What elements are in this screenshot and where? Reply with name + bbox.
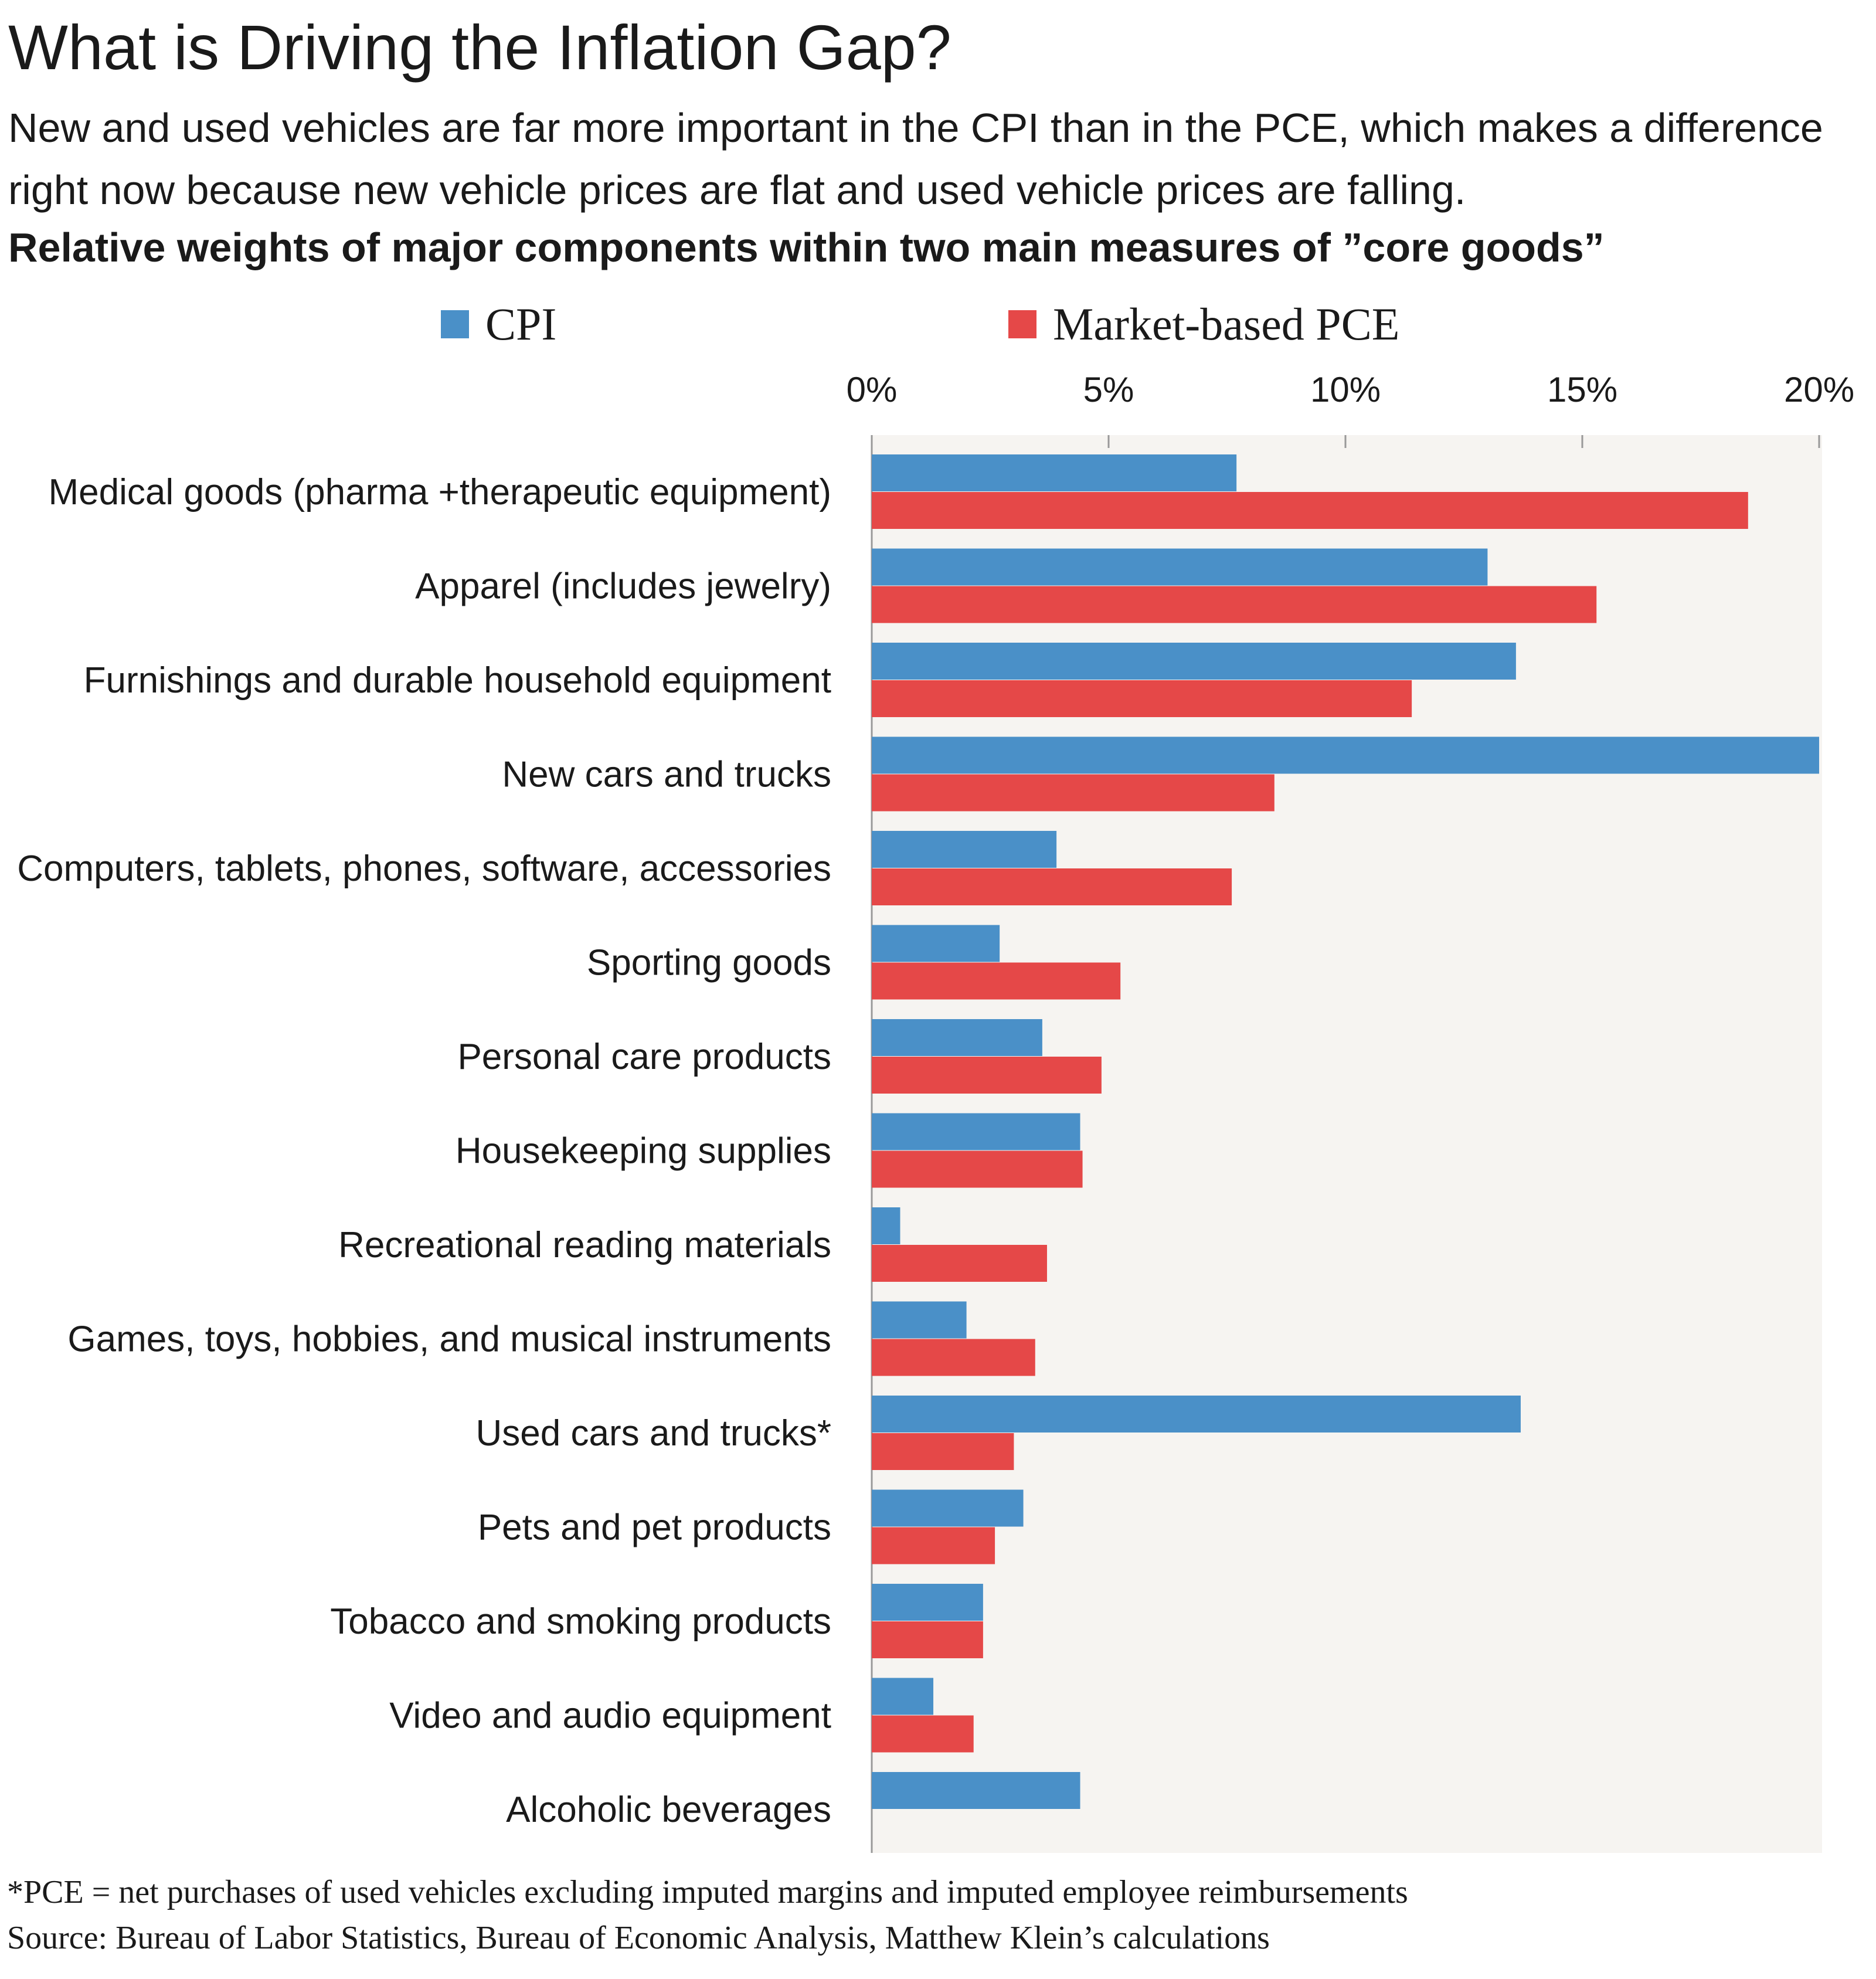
legend-label-cpi: CPI — [485, 298, 557, 349]
legend-swatch-cpi — [441, 310, 469, 338]
bar-pce — [872, 1621, 983, 1658]
bar-pce — [872, 868, 1232, 905]
category-label: New cars and trucks — [502, 755, 831, 795]
bar-pce — [872, 1245, 1047, 1282]
bar-pce — [872, 1150, 1083, 1188]
footnote-definition: *PCE = net purchases of used vehicles ex… — [7, 1874, 1408, 1910]
bar-cpi — [872, 831, 1057, 868]
legend-item-pce: Market-based PCE — [1008, 298, 1399, 351]
category-label: Video and audio equipment — [389, 1696, 831, 1736]
category-label: Sporting goods — [587, 943, 831, 983]
category-label: Medical goods (pharma +therapeutic equip… — [49, 472, 831, 512]
bar-cpi — [872, 1584, 983, 1621]
category-label: Used cars and trucks* — [476, 1413, 831, 1454]
chart-subtitle: New and used vehicles are far more impor… — [8, 105, 1823, 213]
category-label: Personal care products — [457, 1037, 831, 1077]
category-label: Computers, tablets, phones, software, ac… — [17, 848, 831, 889]
x-tick-label: 15% — [1547, 370, 1617, 409]
bar-pce — [872, 774, 1275, 812]
bar-cpi — [872, 548, 1488, 586]
x-tick-label: 5% — [1083, 370, 1134, 409]
chart-title: What is Driving the Inflation Gap? — [8, 12, 951, 83]
bar-pce — [872, 1715, 974, 1753]
footnote: *PCE = net purchases of used vehicles ex… — [7, 1869, 1408, 1961]
bar-cpi — [872, 1396, 1521, 1433]
bar-pce — [872, 1433, 1014, 1470]
category-label: Furnishings and durable household equipm… — [84, 660, 831, 701]
bar-cpi — [872, 1207, 900, 1244]
bar-pce — [872, 1339, 1035, 1376]
bar-cpi — [872, 1019, 1042, 1056]
bar-pce — [872, 680, 1412, 717]
category-label: Pets and pet products — [478, 1508, 831, 1548]
chart-heading: Relative weights of major components wit… — [8, 225, 1605, 270]
bar-cpi — [872, 1113, 1080, 1150]
category-label: Apparel (includes jewelry) — [415, 566, 831, 607]
bar-cpi — [872, 1772, 1080, 1809]
bar-pce — [872, 962, 1121, 1000]
legend-label-pce: Market-based PCE — [1053, 298, 1400, 349]
category-label: Recreational reading materials — [338, 1225, 831, 1265]
bar-pce — [872, 1527, 995, 1564]
category-label: Tobacco and smoking products — [330, 1601, 831, 1642]
category-labels: Medical goods (pharma +therapeutic equip… — [17, 472, 831, 1830]
bar-cpi — [872, 925, 1000, 962]
category-label: Alcoholic beverages — [506, 1790, 831, 1830]
x-tick-label: 20% — [1784, 370, 1854, 409]
bar-cpi — [872, 736, 1819, 774]
bar-cpi — [872, 1301, 967, 1339]
bar-pce — [872, 586, 1597, 623]
legend-item-cpi: CPI — [441, 298, 556, 351]
bar-pce — [872, 492, 1748, 529]
bar-cpi — [872, 643, 1516, 680]
bar-cpi — [872, 454, 1237, 491]
bar-cpi — [872, 1678, 934, 1715]
x-tick-label: 0% — [847, 370, 898, 409]
legend: CPI Market-based PCE — [0, 298, 1876, 357]
x-tick-label: 10% — [1310, 370, 1381, 409]
bar-cpi — [872, 1489, 1024, 1527]
category-label: Housekeeping supplies — [456, 1131, 831, 1172]
bars — [872, 454, 1819, 1809]
bar-pce — [872, 1057, 1102, 1094]
legend-swatch-pce — [1008, 310, 1036, 338]
footnote-source: Source: Bureau of Labor Statistics, Bure… — [7, 1920, 1270, 1957]
category-label: Games, toys, hobbies, and musical instru… — [67, 1319, 831, 1360]
